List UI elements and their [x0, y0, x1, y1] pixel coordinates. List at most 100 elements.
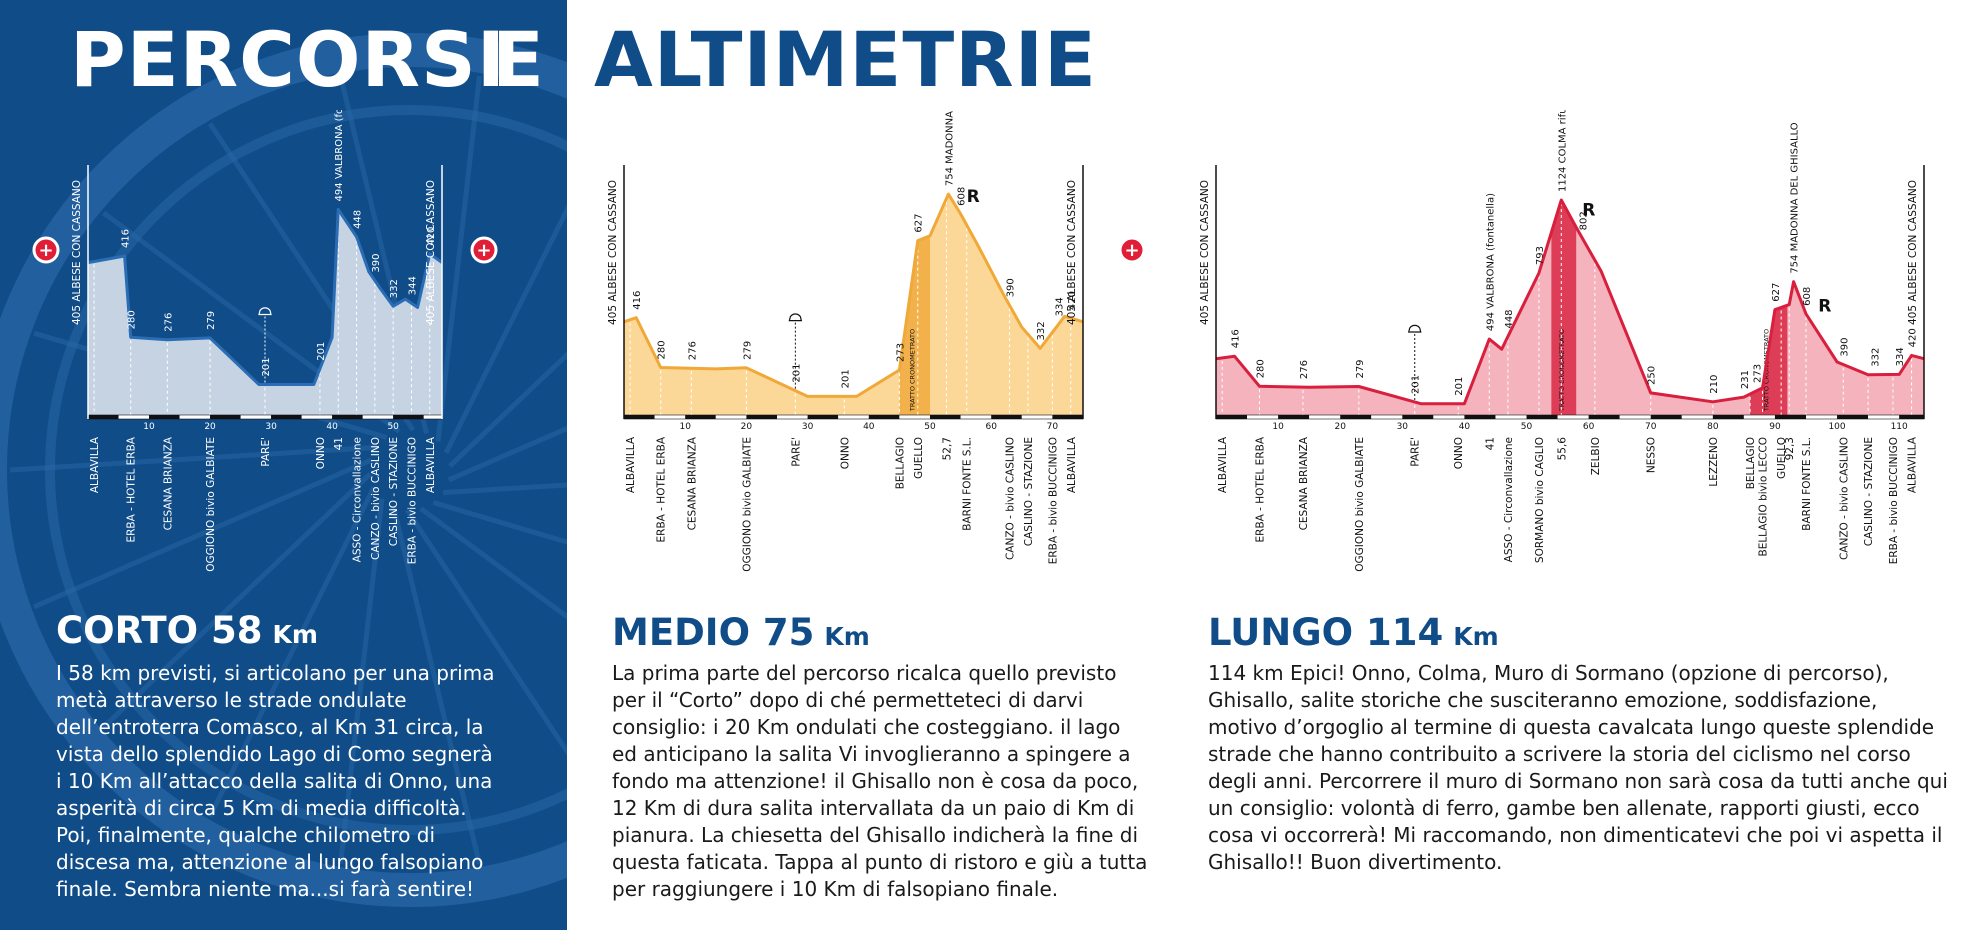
heading-medio: MEDIO 75 Km — [612, 614, 870, 651]
corto-profile-line — [87, 207, 443, 386]
corto-elev-label: 280 — [127, 310, 138, 329]
medio-baseline-segment — [777, 415, 808, 419]
lungo-timed-segment-label: TRATTO CRONOMETRATO — [1558, 329, 1566, 412]
lungo-place-label: CESANA BRIANZA — [1298, 436, 1310, 530]
lungo-x-tick-label: 110 — [1891, 422, 1908, 432]
lungo-x-tick-label: 100 — [1828, 422, 1845, 432]
medio-elev-label: 390 — [1006, 278, 1017, 297]
chart-corto-profile: 10 20 30 40 50 405 ALBESE CON CASSANO 405 ALBE… — [32, 110, 498, 572]
lungo-elev-label: 273 — [1752, 364, 1763, 383]
corto-baseline-segment — [210, 415, 241, 419]
lungo-timed-segment — [1750, 305, 1788, 415]
lungo-baseline-segment — [1806, 415, 1838, 419]
medio-baseline-segment — [624, 415, 655, 419]
corto-place-label: 41 — [333, 437, 345, 450]
lungo-x-tick-label: 50 — [1521, 422, 1533, 432]
lungo-baseline-segment — [1588, 415, 1620, 419]
lungo-elev-label: 276 — [1299, 360, 1310, 379]
lungo-elev-label: 201 — [1411, 375, 1422, 394]
medio-place-label: ONNO — [839, 437, 851, 469]
wheel-spoke — [338, 498, 385, 865]
medio-x-tick-label: 20 — [741, 422, 753, 432]
wheel-spoke — [33, 457, 373, 610]
lungo-profile-line — [1215, 198, 1925, 406]
corto-elev-label: 201 — [316, 342, 327, 361]
corto-elev-label: 494 VALBRONA (fontanella) — [334, 110, 345, 201]
corto-first-aid-badge-symbol: + — [38, 240, 53, 261]
wheel-spoke — [207, 486, 377, 818]
heading-corto-unit: Km — [272, 620, 318, 649]
lungo-place-label: ALBAVILLA — [1217, 436, 1229, 493]
medio-baseline-segment — [746, 415, 777, 419]
heading-lungo: LUNGO 114 Km — [1208, 614, 1499, 651]
corto-baseline-segment — [301, 415, 333, 419]
corto-first-aid-badge — [32, 236, 60, 264]
lungo-baseline-segment — [1464, 415, 1496, 419]
medio-place-label: ALBAVILLA — [1066, 436, 1078, 493]
lungo-elev-label: 420 — [1908, 328, 1919, 347]
lungo-place-label: ASSO - Circonvallazione — [1503, 437, 1515, 562]
corto-end-label: 405 ALBESE CON CASSANO — [425, 180, 437, 325]
corto-bell-icon — [258, 307, 272, 316]
medio-baseline-segment — [960, 415, 992, 419]
corto-place-label: CASLINO - STAZIONE — [388, 437, 400, 546]
corto-place-label: ALBAVILLA — [425, 436, 437, 493]
lungo-baseline-segment — [1899, 415, 1924, 419]
lungo-elev-label: 250 — [1647, 366, 1658, 385]
corto-place-label: ERBA - HOTEL ERBA — [126, 436, 138, 542]
lungo-baseline-segment — [1278, 415, 1310, 419]
medio-place-label: ERBA - bivio BUCCINIGO — [1047, 437, 1059, 564]
lungo-refreshment-marker: R — [1818, 297, 1831, 317]
corto-baseline-segment — [118, 415, 150, 419]
lungo-elev-label: 210 — [1709, 375, 1720, 394]
corto-place-label: ERBA - bivio BUCCINIGO — [406, 437, 418, 564]
medio-x-tick-label: 40 — [863, 422, 875, 432]
lungo-elev-label: 448 — [1504, 309, 1515, 328]
medio-baseline-segment — [715, 415, 747, 419]
lungo-place-label: ZELBIO — [1590, 437, 1602, 475]
corto-baseline-segment — [271, 415, 302, 419]
lungo-baseline-segment — [1495, 415, 1527, 419]
heading-medio-distance: MEDIO 75 — [612, 611, 815, 654]
description-lungo: 114 km Epici! Onno, Colma, Muro di Sorma… — [1208, 661, 1948, 874]
medio-place-label: BELLAGIO — [894, 437, 906, 489]
medio-place-label: PARE' — [790, 437, 802, 467]
medio-baseline-segment — [838, 415, 869, 419]
medio-refreshment-marker: R — [967, 187, 980, 207]
medio-first-aid-badge — [1118, 236, 1146, 264]
lungo-x-tick-label: 70 — [1645, 422, 1657, 432]
lungo-place-label: CASLINO - STAZIONE — [1863, 437, 1875, 546]
lungo-place-label: NESSO — [1646, 437, 1658, 473]
medio-place-label: OGGIONO bivio GALBIATE — [741, 437, 753, 572]
lungo-elev-label: 793 — [1535, 246, 1546, 265]
medio-elev-label: 420 — [1067, 291, 1078, 310]
medio-place-label: 52,7 — [942, 437, 954, 460]
corto-x-tick-label: 30 — [265, 422, 277, 432]
wheel-spoke — [443, 204, 567, 454]
lungo-elev-label: 334 — [1895, 347, 1906, 366]
lungo-start-label: 405 ALBESE CON CASSANO — [1199, 180, 1211, 325]
lungo-x-tick-label: 30 — [1397, 422, 1409, 432]
medio-area — [624, 194, 1083, 415]
medio-baseline-segment — [685, 415, 716, 419]
medio-timed-segment — [899, 235, 930, 415]
corto-baseline-segment — [149, 415, 180, 419]
lungo-baseline-segment — [1650, 415, 1682, 419]
lungo-timed-segment — [1551, 200, 1577, 415]
corto-first-aid-badge — [470, 236, 498, 264]
lungo-elev-label: 231 — [1740, 370, 1751, 389]
lungo-baseline-segment — [1557, 415, 1589, 419]
lungo-elev-label: 754 MADONNA DEL GHISALLO — [1790, 122, 1801, 273]
medio-baseline-segment — [868, 415, 900, 419]
medio-baseline-segment — [1021, 415, 1053, 419]
lungo-x-tick-label: 20 — [1334, 422, 1346, 432]
lungo-baseline-segment — [1837, 415, 1869, 419]
corto-x-tick-label: 50 — [387, 422, 399, 432]
medio-elev-label: 416 — [632, 291, 643, 310]
lungo-place-label: SORMANO bivio CAGLIO — [1534, 437, 1546, 563]
corto-baseline-segment — [362, 415, 394, 419]
corto-first-aid-badge-symbol: + — [476, 240, 491, 261]
medio-profile-line — [623, 192, 1084, 398]
lungo-baseline-segment — [1247, 415, 1279, 419]
lungo-baseline-segment — [1216, 415, 1248, 419]
